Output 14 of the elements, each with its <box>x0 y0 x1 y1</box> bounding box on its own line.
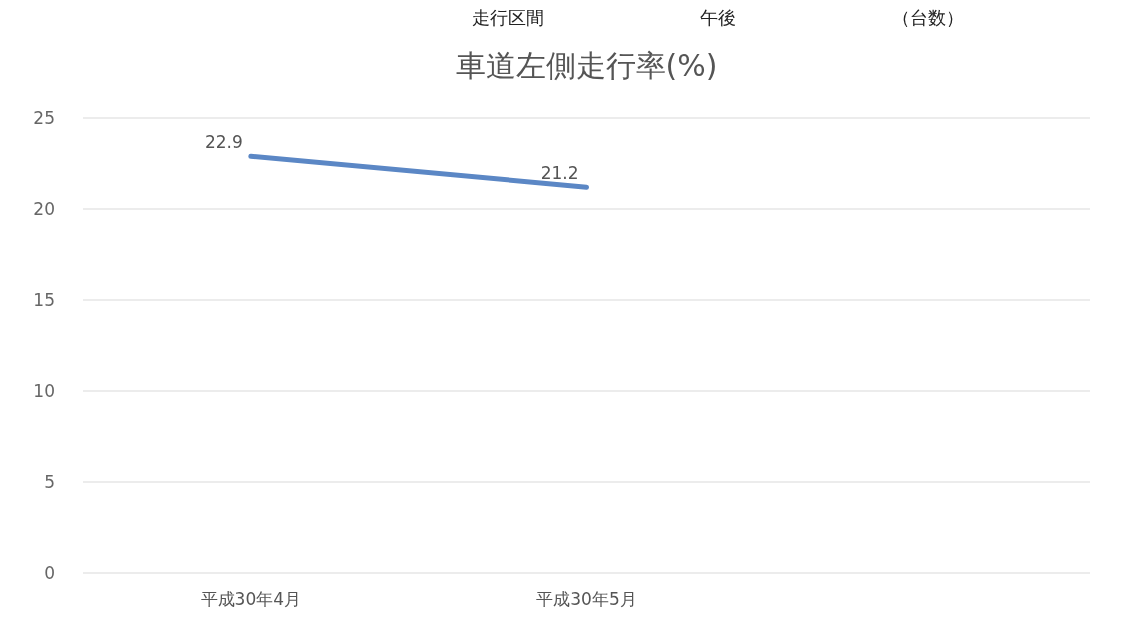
y-tick-label: 25 <box>33 108 55 128</box>
y-tick-label: 15 <box>33 290 55 310</box>
chart-title: 車道左側走行率(%) <box>455 48 718 83</box>
data-label: 21.2 <box>540 163 579 184</box>
y-tick-label: 0 <box>44 563 55 583</box>
y-tick-label: 20 <box>33 199 55 219</box>
data-label: 22.9 <box>204 132 243 153</box>
text: 午後 <box>700 7 736 28</box>
text: 走行区間 <box>472 7 544 28</box>
y-tick-label: 10 <box>33 381 55 401</box>
text: （台数） <box>892 7 964 28</box>
x-tick-label: 平成30年4月 <box>200 589 302 609</box>
y-tick-label: 5 <box>44 472 55 492</box>
x-tick-label: 平成30年5月 <box>536 589 637 609</box>
